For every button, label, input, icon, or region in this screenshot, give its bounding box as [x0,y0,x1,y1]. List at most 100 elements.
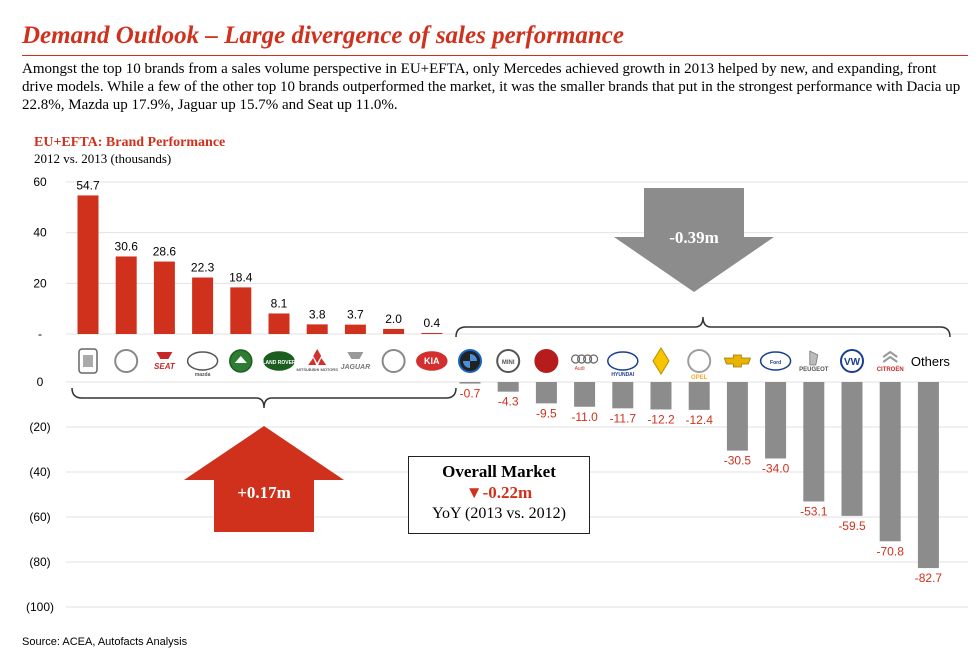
bar-land-rover [268,313,290,334]
overall-market-value: ▼-0.22m [465,483,533,502]
logo-land-rover-text: LAND ROVER [262,360,295,366]
page-title: Demand Outlook – Large divergence of sal… [22,22,625,49]
logo-kia-icon [416,351,448,371]
overall-market-box: Overall Market ▼-0.22m YoY (2013 vs. 201… [408,456,590,534]
logo-toyota-icon [381,349,406,373]
bar-label-chevrolet: -30.5 [724,454,752,468]
bar-toyota [383,328,405,334]
logo-ford-icon [759,351,792,371]
renault-diamond-icon [652,347,670,375]
audi-ring-icon [570,354,581,364]
bar-label-dacia: 54.7 [76,178,100,192]
bar-audi [574,382,596,407]
bar-label-toyota: 2.0 [385,312,402,326]
mini-logo-text: MINI [502,360,515,366]
bar-opel [688,382,710,410]
dacia-shield-icon [83,355,93,367]
lower-tick-label: (80) [29,555,50,569]
audi-ring-icon [588,354,599,364]
chart-subtitle: 2012 vs. 2013 (thousands) [34,151,172,166]
bar-label-audi: -11.0 [571,410,598,424]
bar-chevrolet [726,382,748,451]
bar-volkswagen [841,382,863,516]
bar-label-opel: -12.4 [686,413,714,427]
mitsubishi-diamond-icon [318,358,327,365]
logo-peugeot-text: PEUGEOT [799,367,829,373]
upper-tick-label: 40 [33,226,47,240]
bar-label-peugeot: -53.1 [800,504,828,518]
upper-tick-label: 20 [33,276,47,290]
bar-label-renault: -12.2 [647,412,675,426]
bar-others [917,382,939,569]
bar-citroen [879,382,901,542]
bar-label-mitsubishi: 3.8 [309,307,326,321]
logo-mazda-icon [186,351,219,371]
growth-brace [71,387,457,409]
citroen-chevron-icon [882,355,898,363]
bar-label-mini: -4.3 [498,395,519,409]
growth-annotation: +0.17m [237,483,291,502]
bar-fiat [535,382,557,404]
bar-label-volkswagen: -59.5 [838,519,866,533]
mitsubishi-diamond-icon [313,349,322,363]
bar-label-fiat: -9.5 [536,406,557,420]
bar-mazda [192,277,214,334]
chevrolet-bowtie-icon [723,354,751,368]
decline-arrow-icon [614,188,774,292]
source-note: Source: ACEA, Autofacts Analysis [22,636,188,648]
bar-bmw [459,382,481,384]
bar-label-ford: -34.0 [762,462,790,476]
citroen-chevron-icon [882,350,898,358]
lower-tick-label: 0 [37,375,44,389]
lower-tick-label: (100) [26,600,54,614]
bar-label-bmw: -0.7 [460,387,481,401]
logo-jaguar-icon [347,352,364,359]
logo-kia-text: KIA [424,356,440,366]
bar-label-seat: 28.6 [153,245,177,259]
bar-ford [765,382,787,459]
audi-logo-text: Audi [575,366,585,372]
bar-seat [153,261,175,334]
bar-label-citroen: -70.8 [877,544,905,558]
upper-tick-label: 60 [33,175,47,189]
bar-label-hyundai: -11.7 [610,411,637,425]
bar-skoda [230,287,252,334]
logo-jaguar-text: JAGUAR [341,364,371,371]
logo-opel-icon [687,349,712,373]
vw-logo-text: VW [844,357,861,368]
logo-hyundai-icon [607,351,639,371]
audi-ring-icon [576,354,587,364]
bar-renault [650,382,672,410]
bmw-quarter-icon [463,361,470,368]
logo-citroen-text: CITROËN [877,366,904,373]
bar-label-others: -82.7 [915,571,943,585]
decline-brace [455,316,951,338]
logo-mazda-text: mazda [195,372,211,378]
opel-logo-text: OPEL [691,375,708,381]
overall-market-period: YoY (2013 vs. 2012) [432,505,566,522]
audi-ring-icon [582,354,593,364]
bar-jaguar [344,324,366,334]
bar-label-mercedes: 30.6 [115,239,139,253]
skoda-arrow-icon [234,356,247,363]
bar-label-land-rover: 8.1 [271,296,288,310]
bar-mercedes [115,256,137,334]
lower-tick-label: (40) [29,465,50,479]
bar-hyundai [612,382,634,409]
bar-label-kia: 0.4 [423,316,440,330]
bar-dacia [77,195,99,334]
peugeot-lion-icon [809,350,819,366]
bar-mini [497,382,519,392]
others-label: Others [911,354,951,369]
logo-seat-icon [156,352,173,359]
logo-hyundai-text: HYUNDAI [611,372,634,378]
upper-tick-label: - [38,327,42,341]
mitsubishi-logo-text: MITSUBISHI MOTORS [296,367,338,372]
growth-arrow-icon [184,426,344,532]
lower-tick-label: (20) [29,420,50,434]
logo-volkswagen-icon [840,349,864,373]
overall-market-title: Overall Market [442,462,556,481]
logo-fiat-icon [534,349,559,373]
logo-mini-icon [496,349,521,373]
